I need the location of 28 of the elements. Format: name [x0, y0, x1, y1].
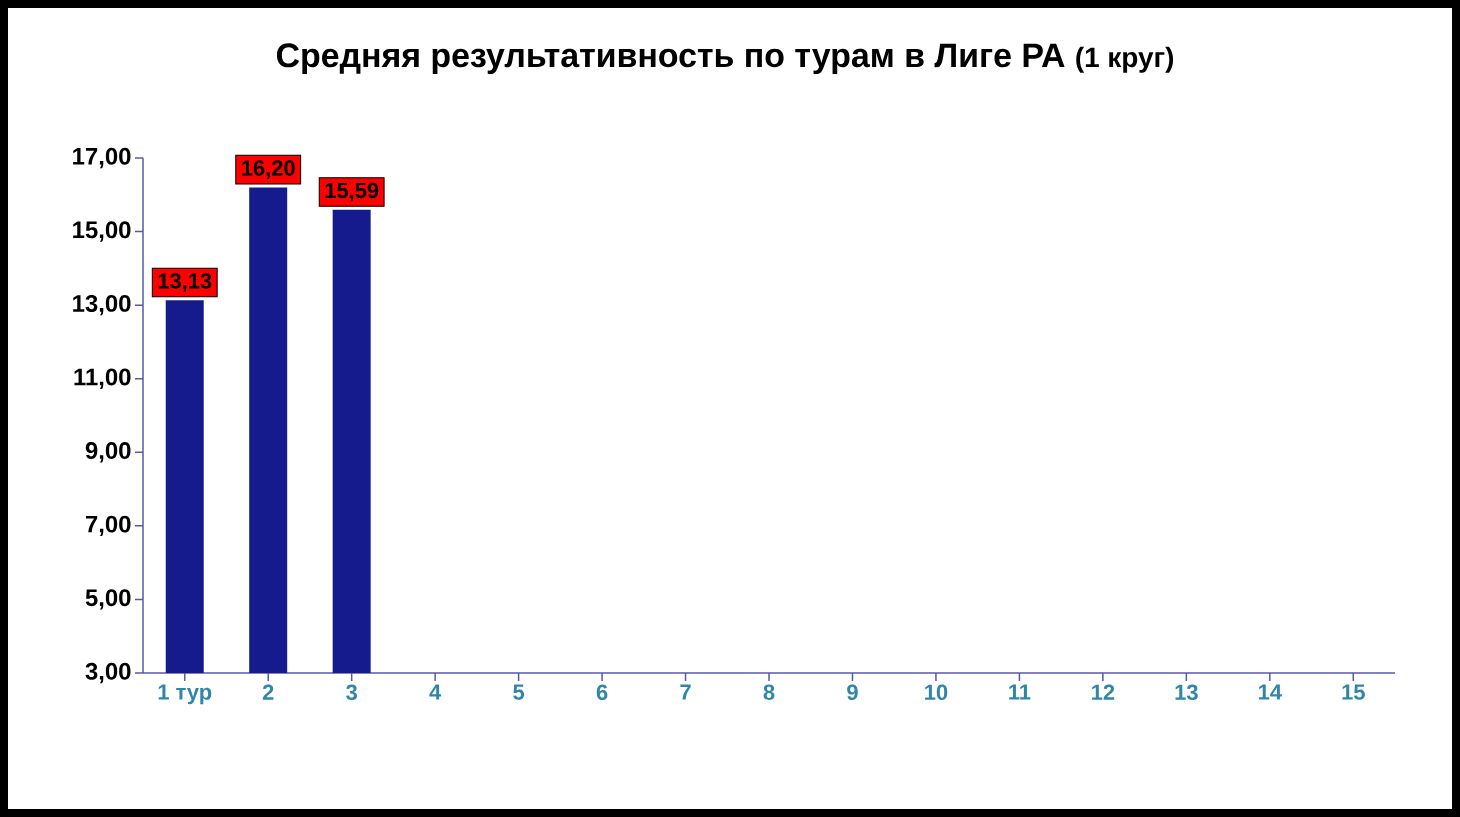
data-label: 15,59: [325, 182, 379, 202]
y-tick-label: 17,00: [73, 147, 131, 169]
x-tick-label: 5: [513, 684, 525, 700]
y-tick-label: 5,00: [85, 589, 131, 610]
y-tick-label: 7,00: [85, 515, 131, 537]
y-tick-label: 11,00: [74, 368, 131, 389]
y-tick-label: 13,00: [73, 294, 131, 316]
y-tick-label: 15,00: [73, 221, 131, 242]
x-tick-label: 10: [925, 684, 948, 701]
x-tick-label: 3: [346, 684, 357, 701]
x-tick-label: 1 тур: [158, 684, 212, 705]
x-tick-label: 8: [763, 684, 775, 701]
x-tick-label: 6: [596, 684, 608, 701]
data-label: 13,13: [158, 273, 212, 292]
x-tick-label: 12: [1092, 684, 1115, 700]
x-tick-label: 9: [847, 684, 858, 701]
x-tick-label: 11: [1009, 684, 1031, 700]
x-tick-label: 4: [429, 684, 442, 700]
y-tick-label: 3,00: [85, 662, 131, 684]
chart-subtitle: (1 круг): [1076, 46, 1174, 73]
x-tick-label: 15: [1342, 684, 1365, 700]
x-tick-label: 7: [680, 684, 691, 700]
y-tick-label: 9,00: [85, 442, 131, 463]
data-label: 16,20: [242, 160, 295, 179]
x-tick-label: 14: [1259, 684, 1282, 700]
x-tick-label: 13: [1175, 684, 1198, 701]
chart-title: Средняя результативность по турам в Лиге РА: [276, 43, 1065, 75]
x-tick-label: 2: [262, 684, 274, 700]
